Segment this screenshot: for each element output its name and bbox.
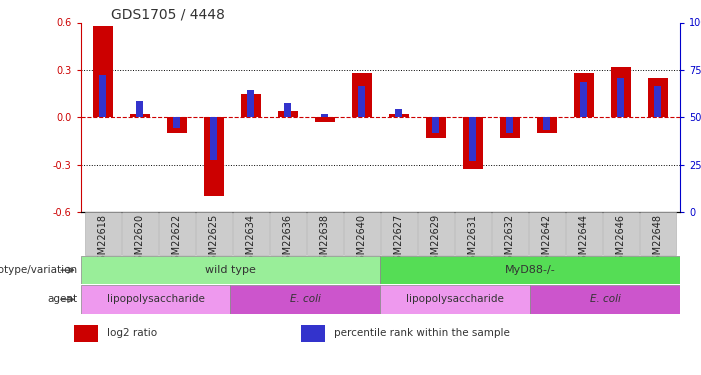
Bar bbox=[618, 78, 624, 117]
Bar bbox=[500, 117, 520, 138]
Text: GSM22622: GSM22622 bbox=[172, 214, 182, 267]
Bar bbox=[530, 285, 680, 314]
Bar bbox=[167, 117, 187, 133]
Text: GSM22620: GSM22620 bbox=[135, 214, 145, 267]
Text: GSM22634: GSM22634 bbox=[246, 214, 256, 267]
Text: GSM22629: GSM22629 bbox=[431, 214, 441, 267]
Bar bbox=[231, 285, 381, 314]
Bar bbox=[74, 325, 97, 342]
Text: GSM22640: GSM22640 bbox=[357, 214, 367, 267]
Text: GSM22618: GSM22618 bbox=[98, 214, 108, 267]
Bar bbox=[381, 256, 680, 284]
Text: GSM22638: GSM22638 bbox=[320, 214, 329, 267]
Text: MyD88-/-: MyD88-/- bbox=[505, 265, 555, 275]
Bar bbox=[81, 256, 381, 284]
Bar bbox=[463, 117, 483, 169]
Bar bbox=[130, 114, 150, 117]
FancyBboxPatch shape bbox=[122, 212, 158, 255]
FancyBboxPatch shape bbox=[307, 212, 343, 255]
FancyBboxPatch shape bbox=[492, 212, 528, 255]
Bar bbox=[470, 117, 476, 161]
Bar bbox=[648, 78, 668, 117]
FancyBboxPatch shape bbox=[566, 212, 601, 255]
Text: lipopolysaccharide: lipopolysaccharide bbox=[107, 294, 205, 304]
Text: wild type: wild type bbox=[205, 265, 256, 275]
Text: GSM22644: GSM22644 bbox=[579, 214, 589, 267]
Text: genotype/variation: genotype/variation bbox=[0, 265, 77, 275]
Bar bbox=[301, 325, 325, 342]
FancyBboxPatch shape bbox=[344, 212, 379, 255]
Text: GSM22625: GSM22625 bbox=[209, 214, 219, 267]
Bar bbox=[247, 90, 254, 117]
Bar bbox=[381, 285, 530, 314]
Text: GDS1705 / 4448: GDS1705 / 4448 bbox=[111, 8, 224, 21]
Bar bbox=[506, 117, 513, 133]
Bar bbox=[543, 117, 550, 130]
Text: agent: agent bbox=[47, 294, 77, 304]
Text: GSM22636: GSM22636 bbox=[283, 214, 293, 267]
Text: GSM22627: GSM22627 bbox=[394, 214, 404, 267]
Bar bbox=[426, 117, 446, 138]
Bar bbox=[81, 285, 231, 314]
Bar bbox=[322, 114, 328, 117]
Bar bbox=[240, 93, 261, 117]
FancyBboxPatch shape bbox=[603, 212, 639, 255]
Text: GSM22642: GSM22642 bbox=[542, 214, 552, 267]
Text: percentile rank within the sample: percentile rank within the sample bbox=[334, 328, 510, 338]
Bar bbox=[536, 117, 557, 133]
Bar bbox=[137, 101, 143, 117]
Bar bbox=[285, 103, 291, 117]
Bar bbox=[93, 26, 113, 117]
FancyBboxPatch shape bbox=[418, 212, 454, 255]
Text: E. coli: E. coli bbox=[590, 294, 620, 304]
Bar bbox=[395, 109, 402, 117]
Text: GSM22632: GSM22632 bbox=[505, 214, 515, 267]
Bar bbox=[352, 73, 372, 117]
Bar bbox=[173, 117, 180, 128]
FancyBboxPatch shape bbox=[640, 212, 676, 255]
FancyBboxPatch shape bbox=[85, 212, 121, 255]
Text: GSM22648: GSM22648 bbox=[653, 214, 662, 267]
FancyBboxPatch shape bbox=[196, 212, 231, 255]
Text: GSM22646: GSM22646 bbox=[615, 214, 626, 267]
FancyBboxPatch shape bbox=[270, 212, 306, 255]
FancyBboxPatch shape bbox=[381, 212, 416, 255]
Bar bbox=[100, 75, 106, 117]
Text: GSM22631: GSM22631 bbox=[468, 214, 478, 267]
Bar bbox=[210, 117, 217, 160]
Text: lipopolysaccharide: lipopolysaccharide bbox=[407, 294, 504, 304]
FancyBboxPatch shape bbox=[529, 212, 564, 255]
Bar bbox=[580, 82, 587, 117]
Bar bbox=[433, 117, 439, 133]
Text: E. coli: E. coli bbox=[290, 294, 321, 304]
Bar bbox=[611, 67, 631, 117]
Bar bbox=[278, 111, 298, 117]
FancyBboxPatch shape bbox=[233, 212, 268, 255]
Bar bbox=[388, 114, 409, 117]
FancyBboxPatch shape bbox=[455, 212, 491, 255]
Bar bbox=[655, 86, 661, 117]
Bar bbox=[315, 117, 335, 122]
FancyBboxPatch shape bbox=[159, 212, 195, 255]
Bar bbox=[203, 117, 224, 196]
Text: log2 ratio: log2 ratio bbox=[107, 328, 157, 338]
Bar bbox=[573, 73, 594, 117]
Bar bbox=[358, 86, 365, 117]
